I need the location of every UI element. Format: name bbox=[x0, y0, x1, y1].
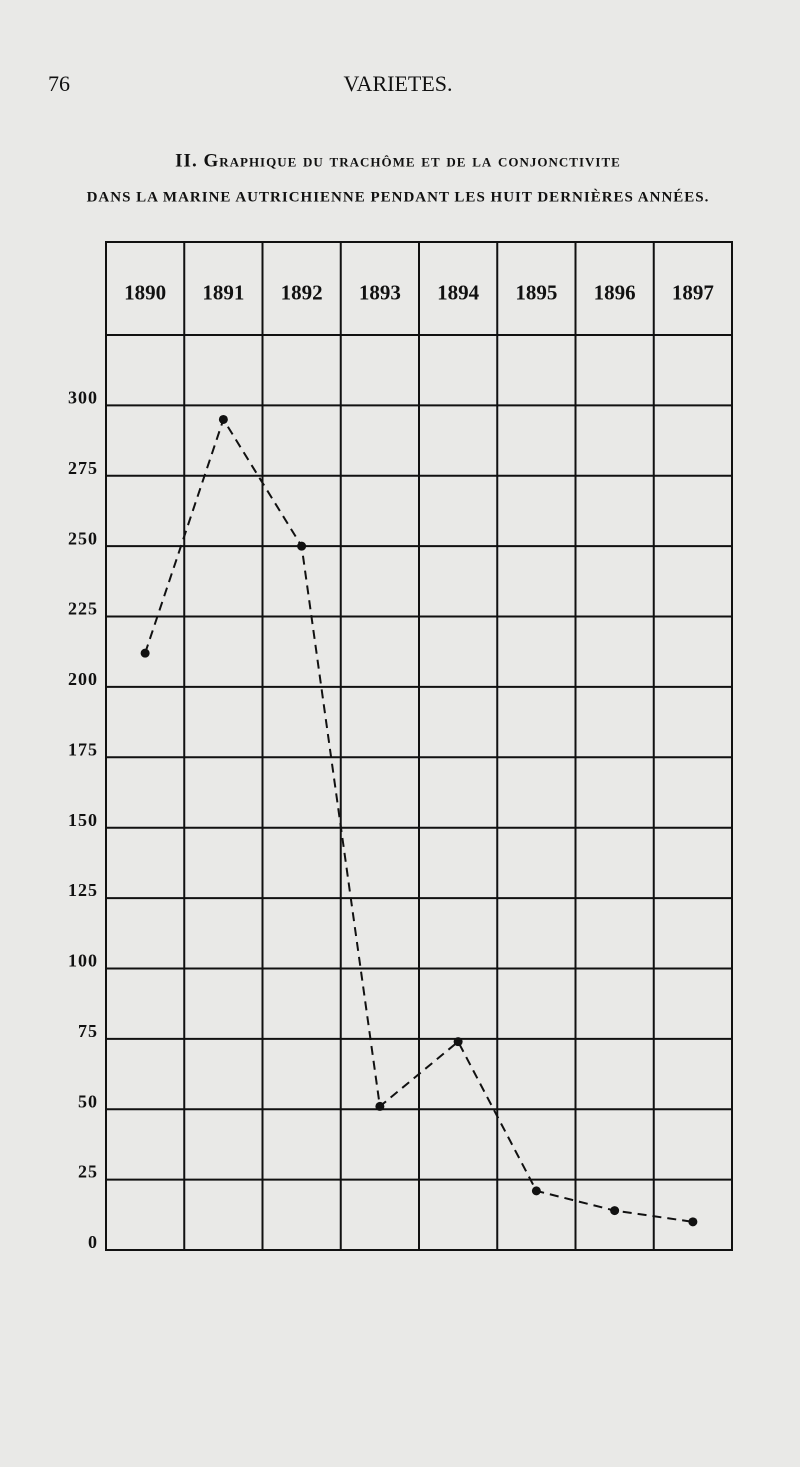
data-point bbox=[688, 1217, 698, 1227]
x-tick-label: 1890 bbox=[124, 280, 166, 304]
data-line bbox=[144, 417, 694, 1223]
x-tick-label: 1892 bbox=[281, 280, 323, 304]
data-point bbox=[375, 1101, 385, 1111]
y-tick-label: 250 bbox=[68, 528, 98, 548]
data-point bbox=[610, 1206, 620, 1216]
y-tick-label: 75 bbox=[78, 1021, 98, 1041]
chart-subtitle: dans la marine autrichienne pendant les … bbox=[87, 188, 710, 205]
y-tick-label: 275 bbox=[68, 458, 98, 478]
data-point bbox=[297, 541, 307, 551]
y-tick-label: 175 bbox=[68, 739, 98, 759]
x-tick-label: 1897 bbox=[672, 280, 714, 304]
y-tick-label: 25 bbox=[78, 1162, 98, 1182]
data-point bbox=[218, 414, 228, 424]
running-head: VARIETES. bbox=[344, 71, 453, 96]
y-tick-label: 300 bbox=[68, 388, 98, 408]
x-tick-label: 1894 bbox=[437, 280, 480, 304]
data-point bbox=[453, 1037, 463, 1047]
y-tick-label: 125 bbox=[68, 880, 98, 900]
y-tick-label: 225 bbox=[68, 599, 98, 619]
data-point bbox=[531, 1186, 541, 1196]
page-number: 76 bbox=[48, 71, 70, 96]
data-point bbox=[140, 648, 150, 658]
y-tick-label: 200 bbox=[68, 669, 98, 689]
x-tick-label: 1891 bbox=[202, 280, 244, 304]
y-tick-label: 50 bbox=[78, 1091, 98, 1111]
x-tick-label: 1893 bbox=[359, 280, 401, 304]
y-tick-label: 100 bbox=[68, 951, 98, 971]
x-tick-label: 1896 bbox=[594, 280, 636, 304]
x-tick-label: 1895 bbox=[515, 280, 557, 304]
y-tick-label: 150 bbox=[68, 810, 98, 830]
y-tick-label: 0 bbox=[88, 1232, 98, 1252]
chart-title: II. Graphique du trachôme et de la conjo… bbox=[175, 150, 621, 171]
